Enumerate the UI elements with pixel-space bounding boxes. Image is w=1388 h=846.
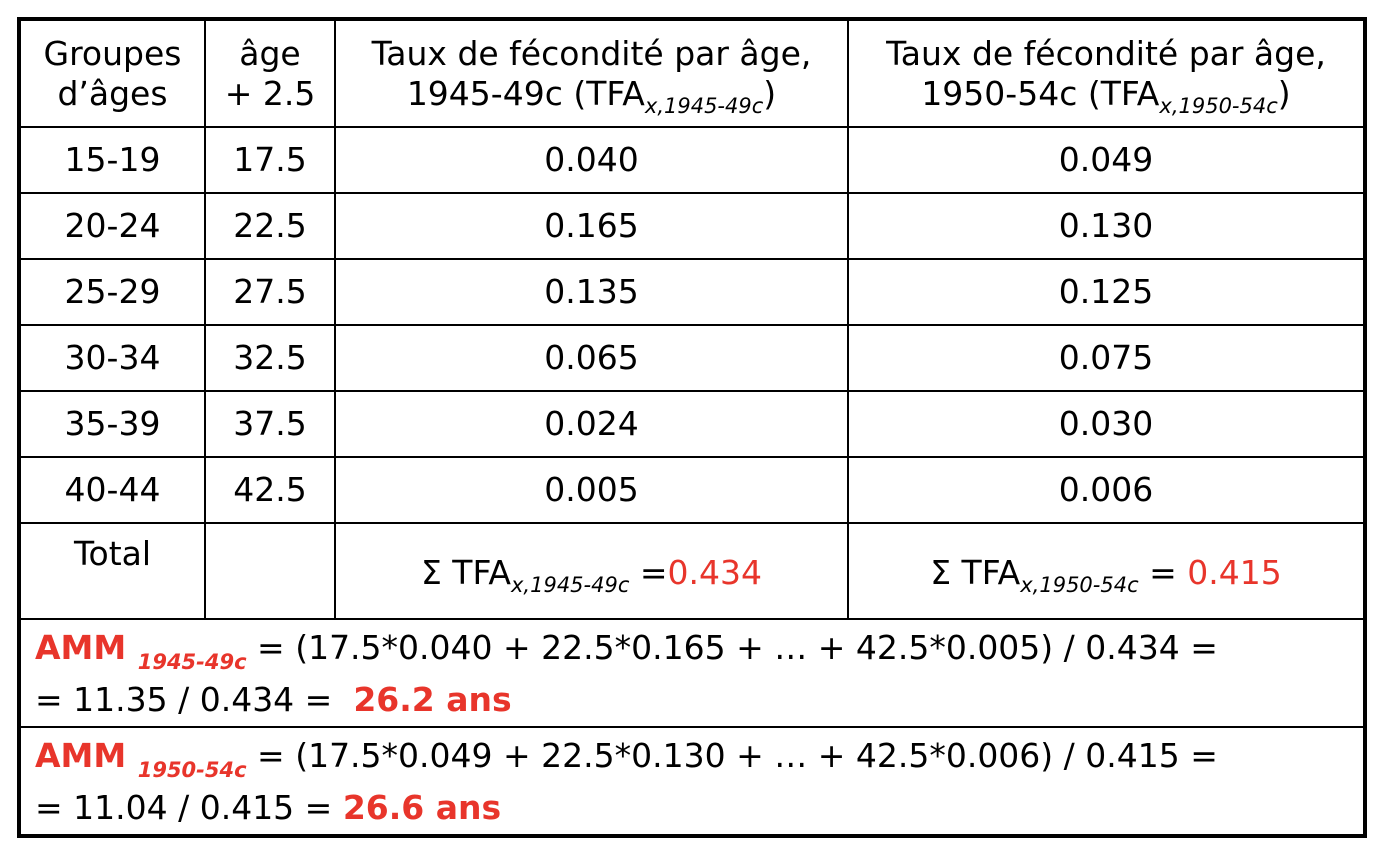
amm-1950-calculation: AMM 1950-54c = (17.5*0.049 + 22.5*0.130 …: [18, 726, 1366, 837]
cell-tfa-1950: 0.075: [847, 324, 1366, 392]
amm-1945-label: AMM: [35, 628, 138, 667]
total-sum-1950-sub: x,1950-54c: [1020, 573, 1139, 597]
table-row: 15-19 17.5 0.040 0.049: [18, 126, 1366, 194]
table-row: 35-39 37.5 0.024 0.030: [18, 390, 1366, 458]
cell-age-mid: 42.5: [204, 456, 336, 524]
amm-1950-line2: = 11.04 / 0.415 =: [35, 788, 343, 827]
cell-age-group: 30-34: [18, 324, 206, 392]
header-tfa-1945-line1: Taux de fécondité par âge,: [371, 33, 812, 73]
cell-tfa-1950: 0.130: [847, 192, 1366, 260]
total-empty-cell: [204, 522, 336, 620]
header-tfa-1945: Taux de fécondité par âge, 1945-49c (TFA…: [334, 18, 849, 128]
total-sum-1945: Σ TFAx,1945-49c =0.434: [334, 522, 849, 620]
cell-tfa-1945: 0.005: [334, 456, 849, 524]
cell-tfa-1945: 0.040: [334, 126, 849, 194]
total-sum-1950-pre: Σ TFA: [930, 553, 1021, 592]
header-row: Groupes d’âges âge + 2.5 Taux de fécondi…: [18, 18, 1366, 128]
amm-1945-line2: = 11.35 / 0.434 =: [35, 680, 354, 719]
cell-tfa-1945: 0.135: [334, 258, 849, 326]
cell-age-mid: 17.5: [204, 126, 336, 194]
cell-tfa-1945: 0.065: [334, 324, 849, 392]
cell-tfa-1950: 0.030: [847, 390, 1366, 458]
header-tfa-1945-post: ): [763, 73, 777, 113]
cell-age-group: 25-29: [18, 258, 206, 326]
amm-1945-sub: 1945-49c: [137, 650, 247, 674]
cell-tfa-1945: 0.165: [334, 192, 849, 260]
amm-1945-formula: = (17.5*0.040 + 22.5*0.165 + … + 42.5*0.…: [246, 628, 1218, 667]
cell-age-mid: 37.5: [204, 390, 336, 458]
amm-1950-sub: 1950-54c: [137, 758, 247, 782]
table-row: 40-44 42.5 0.005 0.006: [18, 456, 1366, 524]
cell-tfa-1950: 0.125: [847, 258, 1366, 326]
cell-age-mid: 32.5: [204, 324, 336, 392]
total-sum-1950-value: 0.415: [1187, 553, 1282, 592]
amm-1950-label: AMM: [35, 736, 138, 775]
cell-tfa-1950: 0.049: [847, 126, 1366, 194]
cell-tfa-1950: 0.006: [847, 456, 1366, 524]
amm-1945-row: AMM 1945-49c = (17.5*0.040 + 22.5*0.165 …: [18, 618, 1366, 728]
total-label: Total: [18, 522, 206, 620]
header-age-plus-line1: âge: [239, 33, 301, 73]
cell-age-group: 20-24: [18, 192, 206, 260]
header-tfa-1950-sub: x,1950-54c: [1159, 93, 1278, 118]
total-sum-1950-eq: =: [1138, 553, 1188, 592]
cell-tfa-1945: 0.024: [334, 390, 849, 458]
header-age-plus-line2: + 2.5: [224, 73, 316, 113]
cell-age-group: 15-19: [18, 126, 206, 194]
cell-age-group: 40-44: [18, 456, 206, 524]
total-row: Total Σ TFAx,1945-49c =0.434 Σ TFAx,1950…: [18, 522, 1366, 620]
amm-1945-result: 26.2 ans: [353, 680, 512, 719]
header-age-plus: âge + 2.5: [204, 18, 336, 128]
amm-1950-row: AMM 1950-54c = (17.5*0.049 + 22.5*0.130 …: [18, 726, 1366, 837]
header-tfa-1945-pre: 1945-49c (TFA: [406, 73, 645, 113]
table-row: 20-24 22.5 0.165 0.130: [18, 192, 1366, 260]
total-sum-1945-eq: =: [629, 553, 668, 592]
header-tfa-1950-post: ): [1277, 73, 1291, 113]
header-tfa-1950-line1: Taux de fécondité par âge,: [886, 33, 1326, 73]
fertility-table: Groupes d’âges âge + 2.5 Taux de fécondi…: [17, 17, 1367, 838]
total-sum-1945-sub: x,1945-49c: [511, 573, 630, 597]
cell-age-group: 35-39: [18, 390, 206, 458]
header-tfa-1950: Taux de fécondité par âge, 1950-54c (TFA…: [847, 18, 1366, 128]
header-tfa-1950-pre: 1950-54c (TFA: [921, 73, 1160, 113]
header-age-groups-line1: Groupes: [43, 33, 182, 73]
header-age-groups: Groupes d’âges: [18, 18, 206, 128]
amm-1950-result: 26.6 ans: [342, 788, 502, 827]
table-row: 25-29 27.5 0.135 0.125: [18, 258, 1366, 326]
cell-age-mid: 27.5: [204, 258, 336, 326]
total-sum-1945-pre: Σ TFA: [420, 553, 511, 592]
header-age-groups-line2: d’âges: [57, 73, 168, 113]
amm-1945-calculation: AMM 1945-49c = (17.5*0.040 + 22.5*0.165 …: [18, 618, 1366, 728]
header-tfa-1945-sub: x,1945-49c: [644, 93, 764, 118]
cell-age-mid: 22.5: [204, 192, 336, 260]
amm-1950-formula: = (17.5*0.049 + 22.5*0.130 + … + 42.5*0.…: [246, 736, 1218, 775]
total-sum-1950: Σ TFAx,1950-54c = 0.415: [847, 522, 1366, 620]
total-sum-1945-value: 0.434: [667, 553, 763, 592]
table-row: 30-34 32.5 0.065 0.075: [18, 324, 1366, 392]
